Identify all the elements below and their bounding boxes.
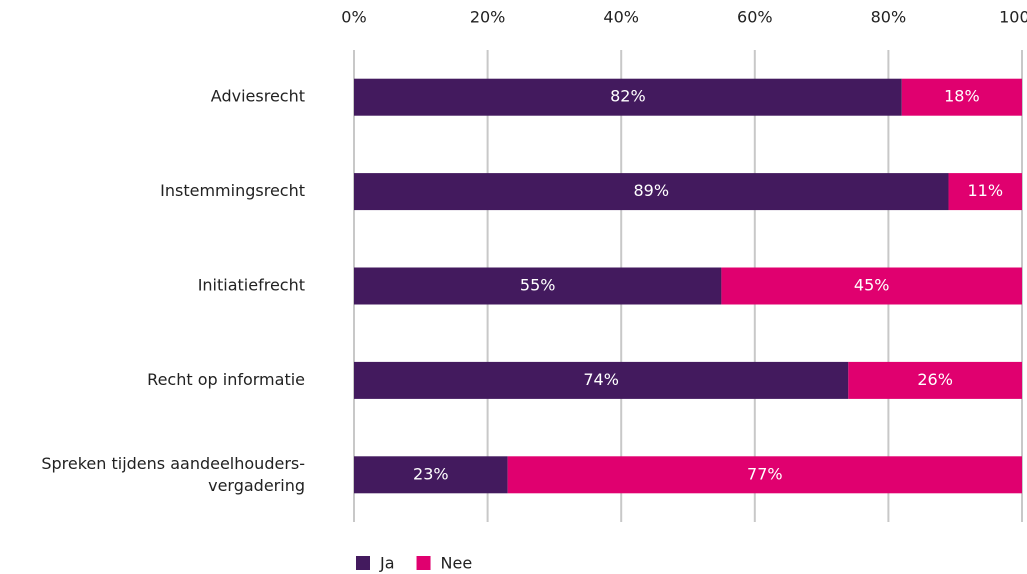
bar-segment <box>848 361 1022 399</box>
legend-swatch <box>416 556 431 570</box>
data-label: 74% <box>583 370 619 389</box>
bar-segment <box>354 78 902 116</box>
bar-segment <box>354 361 849 399</box>
y-tick-label: Spreken tijdens aandeelhouders-vergaderi… <box>41 453 305 494</box>
y-tick-label: Adviesrecht <box>211 87 305 106</box>
data-label: 26% <box>917 370 953 389</box>
y-tick-label: Initiatiefrecht <box>198 276 305 295</box>
data-label: 82% <box>610 87 646 106</box>
y-tick-label: Recht op informatie <box>147 370 305 389</box>
data-label: 11% <box>967 181 1003 200</box>
x-tick-label: 20% <box>470 8 506 27</box>
x-tick-label: 60% <box>737 8 773 27</box>
y-tick-label: Instemmingsrecht <box>160 181 305 200</box>
x-tick-label: 0% <box>341 8 366 27</box>
bar-segment <box>721 267 1022 305</box>
data-label: 77% <box>747 464 783 483</box>
x-tick-label: 100% <box>999 8 1027 27</box>
x-tick-label: 80% <box>871 8 907 27</box>
data-label: 18% <box>944 87 980 106</box>
legend-label: Ja <box>379 554 395 573</box>
bar-segment <box>948 173 1022 211</box>
bar-segment <box>354 173 949 211</box>
data-label: 89% <box>633 181 669 200</box>
bar-segment <box>901 78 1022 116</box>
legend-swatch <box>356 556 370 570</box>
data-label: 45% <box>854 276 890 295</box>
bar-segment <box>354 267 722 305</box>
bar-segment <box>354 456 508 494</box>
x-tick-label: 40% <box>603 8 639 27</box>
data-label: 55% <box>520 276 556 295</box>
data-label: 23% <box>413 464 449 483</box>
legend-label: Nee <box>441 554 473 573</box>
bar-segment <box>507 456 1022 494</box>
